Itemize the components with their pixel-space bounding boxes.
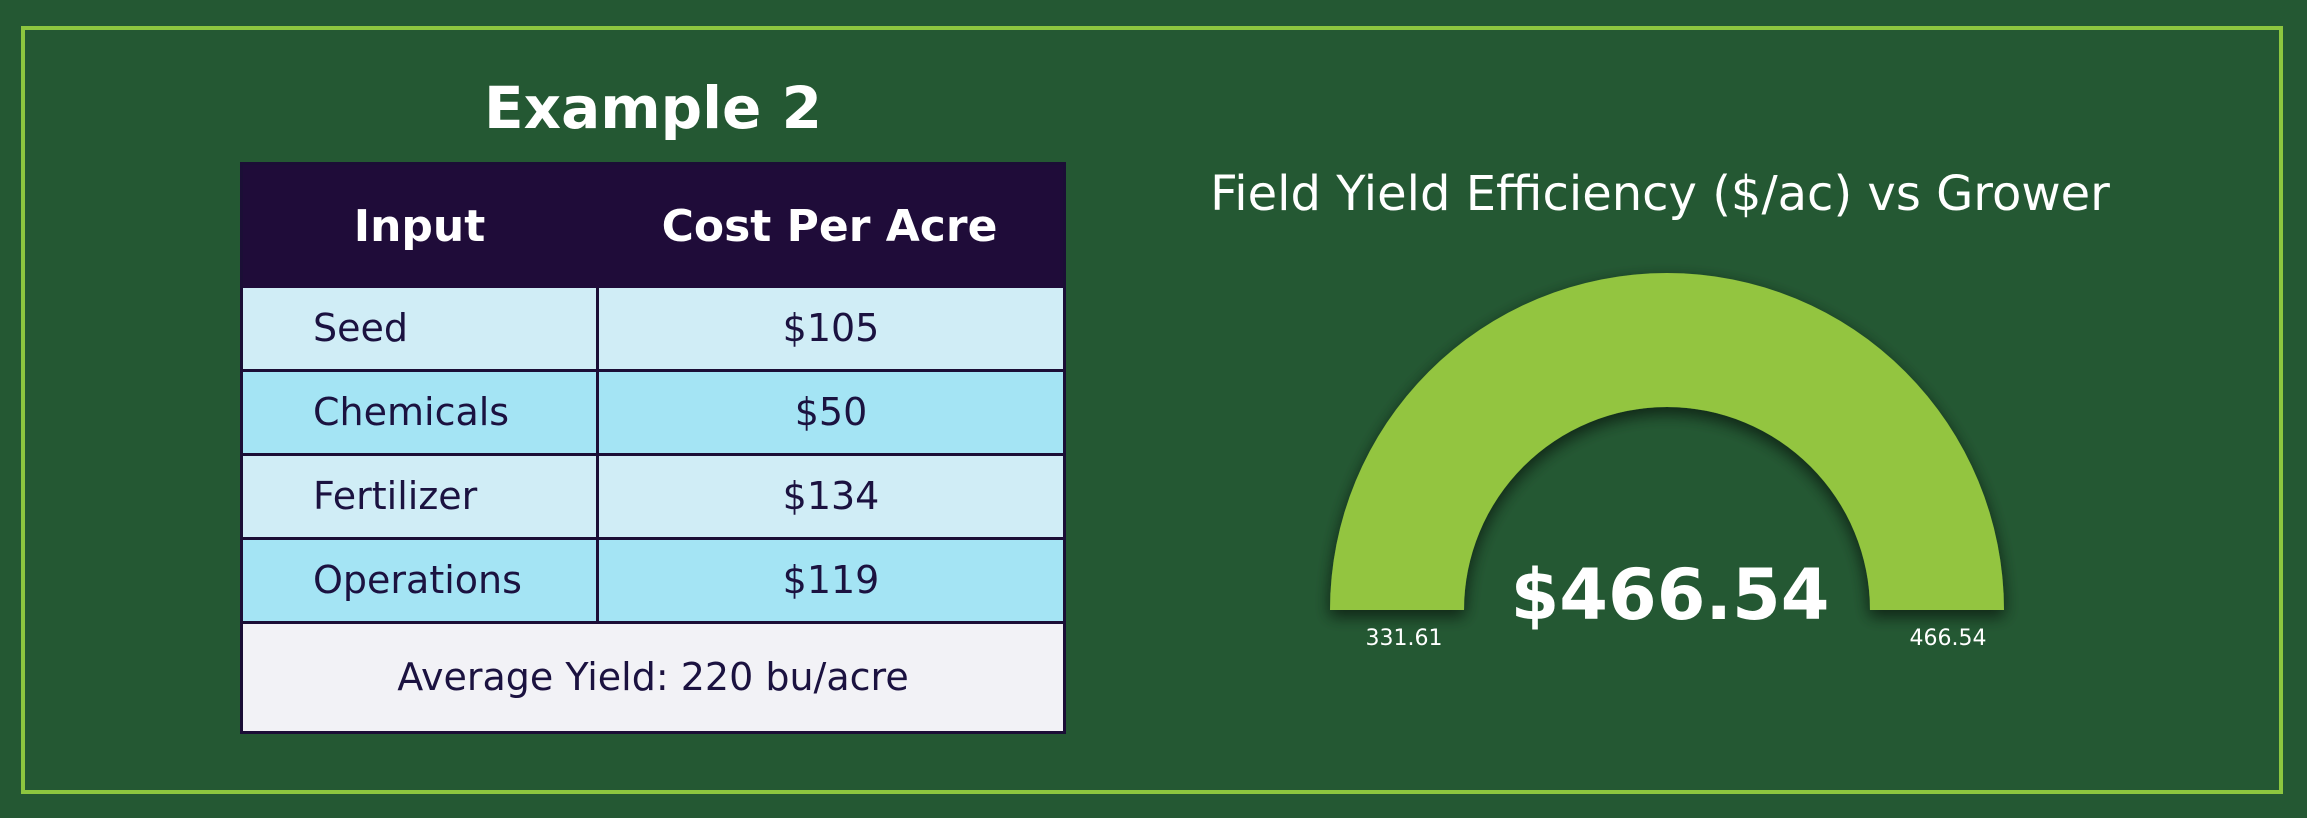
header-input: Input [353, 201, 486, 252]
gauge-title: Field Yield Efficiency ($/ac) vs Grower [1210, 166, 2110, 222]
table-row: Seed $105 [243, 288, 1063, 372]
table-row: Fertilizer $134 [243, 456, 1063, 540]
frame-border [21, 26, 2283, 794]
gauge-chart [1330, 273, 2004, 610]
table-row: Operations $119 [243, 540, 1063, 624]
row-input-label: Fertilizer [313, 474, 478, 518]
row-cost-value: $50 [596, 372, 1063, 453]
row-input-label: Seed [313, 306, 408, 350]
header-cost-per-acre: Cost Per Acre [661, 201, 998, 252]
gauge-max-label: 466.54 [1909, 626, 1987, 651]
table-row: Chemicals $50 [243, 372, 1063, 456]
row-input-label: Chemicals [313, 390, 510, 434]
cost-table: Input Cost Per Acre Seed $105 Chemicals … [240, 162, 1066, 734]
gauge-min-label: 331.61 [1365, 626, 1443, 651]
gauge-value-label: $466.54 [1510, 554, 1830, 636]
page-title: Example 2 [484, 74, 822, 142]
row-input-label: Operations [313, 558, 522, 602]
table-header: Input Cost Per Acre [243, 165, 1063, 288]
row-cost-value: $134 [596, 456, 1063, 537]
table-footer-average-yield: Average Yield: 220 bu/acre [243, 624, 1063, 731]
row-cost-value: $119 [596, 540, 1063, 621]
row-cost-value: $105 [596, 288, 1063, 369]
gauge-fill [1330, 273, 2004, 610]
